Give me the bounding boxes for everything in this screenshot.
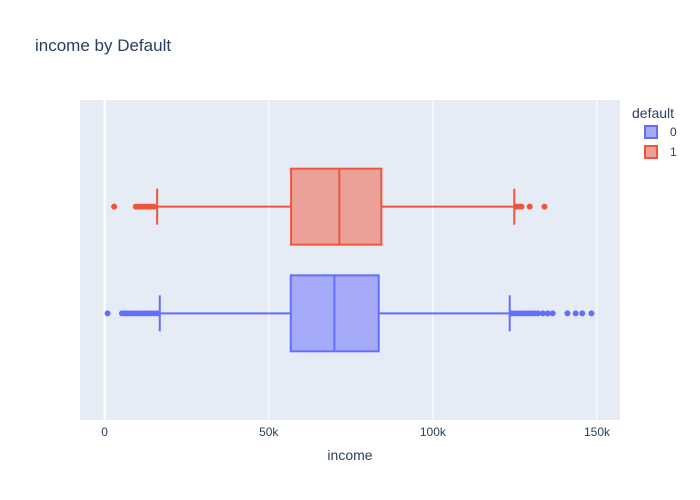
x-axis-title: income — [327, 447, 372, 463]
x-tick-label: 0 — [101, 425, 108, 439]
box-trace — [104, 274, 595, 353]
iqr-box — [290, 167, 383, 246]
outlier-point — [588, 310, 595, 317]
outlier-point — [549, 310, 556, 317]
outlier-point — [526, 203, 533, 210]
outlier-point — [154, 310, 161, 317]
box-traces — [104, 167, 595, 353]
x-axis-ticks: 0 50k 100k 150k — [101, 425, 611, 439]
outlier-point — [104, 310, 111, 317]
legend-items: 01 — [644, 125, 677, 159]
outlier-point — [544, 310, 551, 317]
outlier-point — [518, 203, 525, 210]
plot-area — [80, 100, 620, 420]
outlier-point — [572, 310, 579, 317]
legend-label: 0 — [670, 125, 677, 139]
outlier-point — [579, 310, 586, 317]
outlier-point — [534, 310, 541, 317]
outlier-point — [111, 203, 118, 210]
grid-lines — [103, 100, 598, 420]
legend: default 01 — [632, 105, 677, 159]
legend-title: default — [632, 105, 674, 121]
legend-label: 1 — [670, 145, 677, 159]
outlier-point — [150, 203, 157, 210]
x-tick-label: 50k — [259, 425, 279, 439]
outlier-point — [539, 310, 546, 317]
x-tick-label: 100k — [420, 425, 447, 439]
x-tick-label: 150k — [584, 425, 611, 439]
legend-item: 0 — [644, 125, 677, 139]
legend-item: 1 — [644, 145, 677, 159]
box-trace — [111, 167, 548, 246]
legend-swatch — [644, 125, 658, 139]
outlier-point — [541, 203, 548, 210]
chart-title: income by Default — [35, 36, 171, 55]
legend-swatch — [644, 145, 658, 159]
outlier-point — [564, 310, 571, 317]
